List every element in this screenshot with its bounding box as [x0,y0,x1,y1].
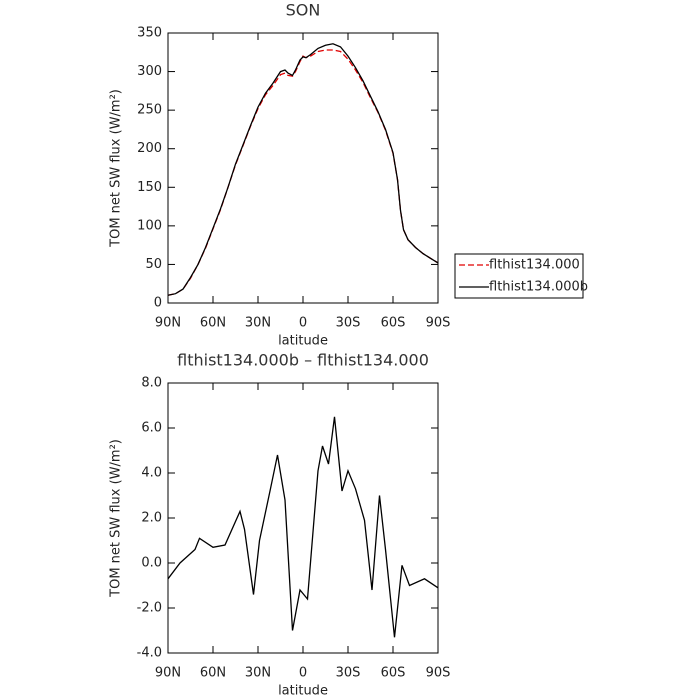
y-tick-label: 6.0 [141,421,162,436]
y-tick-label: 150 [137,180,162,195]
plot-frame [167,382,439,654]
y-tick-label: 350 [137,26,162,41]
y-axis-label: TOM net SW flux (W/m²) [109,439,124,598]
x-tick-label: 60S [381,316,406,331]
x-tick-label: 0 [299,666,307,681]
x-tick-label: 30N [245,666,271,681]
legend-label: flthist134.000 [489,258,580,273]
x-tick-label: 0 [299,316,307,331]
y-tick-label: 4.0 [141,466,162,481]
x-axis-label: latitude [278,334,328,349]
x-tick-label: 90S [426,666,451,681]
chart-title: SON [286,1,321,20]
x-axis-label: latitude [278,684,328,699]
y-axis-label: TOM net SW flux (W/m²) [109,89,124,248]
data-line [167,43,439,296]
x-tick-label: 60N [200,316,226,331]
x-tick-label: 30N [245,316,271,331]
y-tick-label: 50 [145,257,162,272]
x-tick-label: 90N [155,666,181,681]
x-tick-label: 60S [381,666,406,681]
y-tick-label: 200 [137,141,162,156]
y-tick-label: -2.0 [137,601,162,616]
y-tick-label: 8.0 [141,376,162,391]
legend-box [454,253,584,299]
y-tick-label: 100 [137,218,162,233]
data-line [167,49,439,296]
y-tick-label: 0.0 [141,556,162,571]
x-tick-label: 60N [200,666,226,681]
data-line [167,416,439,638]
legend-label: flthist134.000b [489,280,588,295]
x-tick-label: 30S [336,666,361,681]
x-tick-label: 90N [155,316,181,331]
y-tick-label: 250 [137,103,162,118]
chart-title: flthist134.000b – flthist134.000 [177,351,429,370]
y-tick-label: 0 [154,296,162,311]
x-tick-label: 30S [336,316,361,331]
y-tick-label: 2.0 [141,511,162,526]
legend: flthist134.000 flthist134.000b [454,253,588,299]
plot-frame [167,32,439,304]
y-tick-label: 300 [137,64,162,79]
y-tick-label: -4.0 [137,646,162,661]
x-tick-label: 90S [426,316,451,331]
